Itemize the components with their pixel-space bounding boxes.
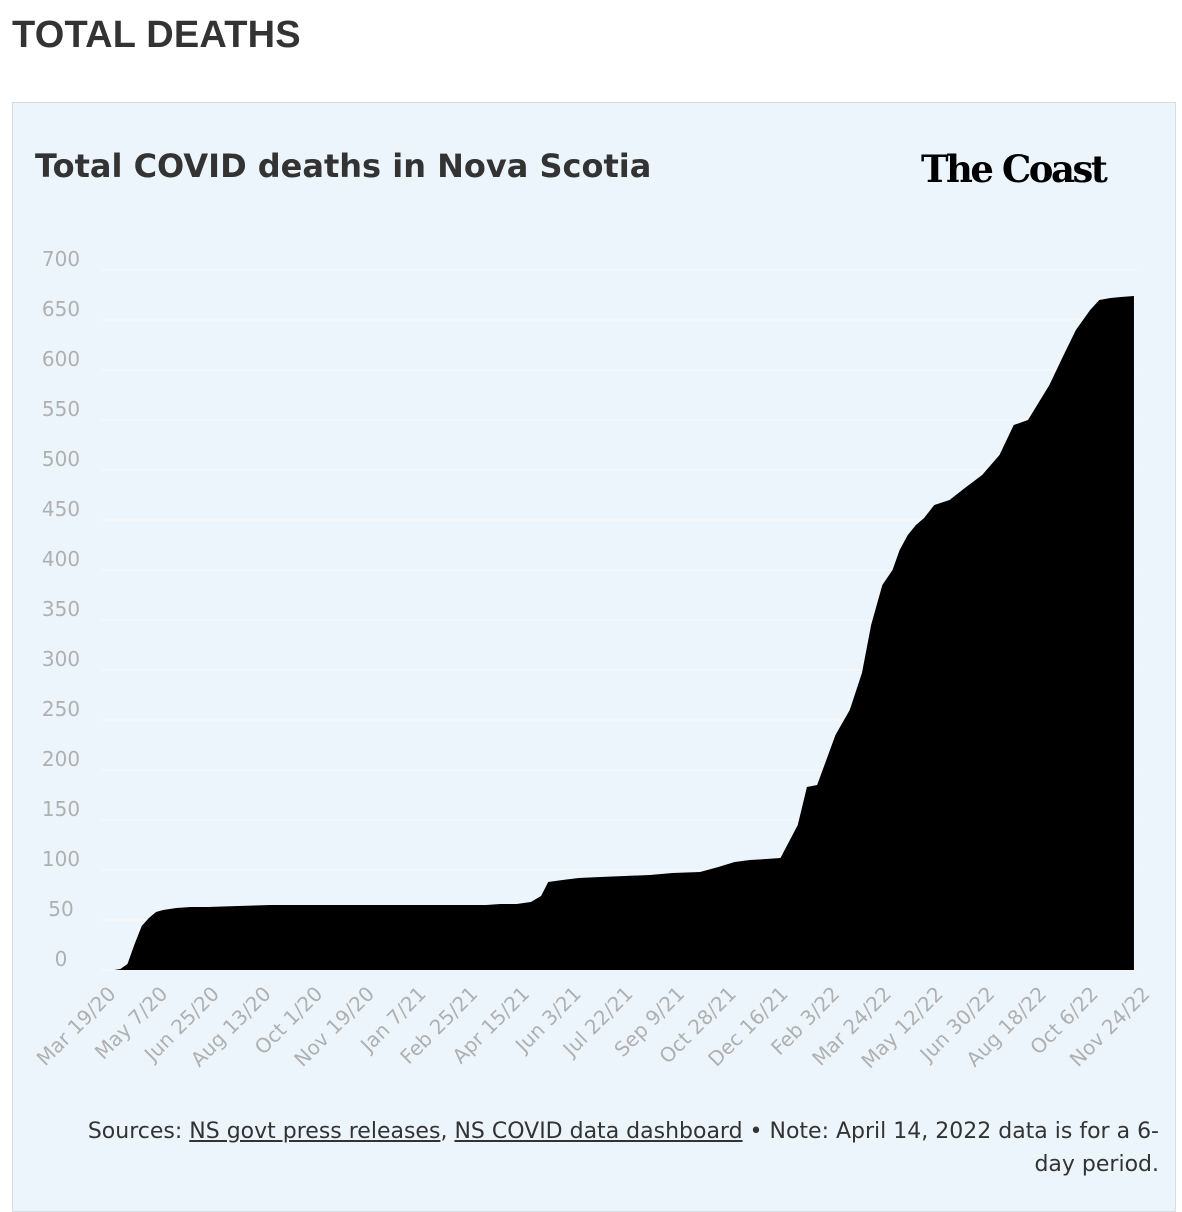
- area-chart: 0 50 100 150 200 250 300 350 400 450 500 550 600 650 7…: [32, 247, 1155, 1073]
- y-tick-label: 50: [48, 897, 73, 921]
- section-heading: TOTAL DEATHS: [12, 14, 301, 56]
- y-tick-label: 250: [42, 697, 80, 721]
- y-tick-label: 650: [42, 297, 80, 321]
- sources-note-text: • Note: April 14, 2022 data is for a 6-d…: [742, 1119, 1159, 1177]
- y-tick-label: 300: [42, 647, 80, 671]
- area-series-fill: [101, 296, 1134, 970]
- chart-title: Total COVID deaths in Nova Scotia: [35, 147, 652, 185]
- y-tick-label: 700: [42, 247, 80, 271]
- sources-separator: ,: [440, 1119, 455, 1144]
- y-tick-label: 500: [42, 447, 80, 471]
- y-axis-ticks: 0 50 100 150 200 250 300 350 400 450 500 550 600 650 7…: [42, 247, 80, 971]
- area-series: [101, 296, 1134, 970]
- chart-card: Total COVID deaths in Nova Scotia The Co…: [12, 102, 1176, 1212]
- y-tick-label: 400: [42, 547, 80, 571]
- y-tick-label: 600: [42, 347, 80, 371]
- y-tick-label: 350: [42, 597, 80, 621]
- y-tick-label: 550: [42, 397, 80, 421]
- y-tick-label: 150: [42, 797, 80, 821]
- sources-note: Sources: NS govt press releases, NS COVI…: [73, 1115, 1159, 1181]
- ns-govt-press-releases-link[interactable]: NS govt press releases: [189, 1119, 441, 1144]
- the-coast-logo: The Coast: [921, 147, 1108, 191]
- y-tick-label: 200: [42, 747, 80, 771]
- sources-prefix: Sources:: [87, 1119, 190, 1144]
- y-tick-label: 0: [55, 947, 68, 971]
- y-tick-label: 100: [42, 847, 80, 871]
- ns-covid-dashboard-link[interactable]: NS COVID data dashboard: [454, 1119, 743, 1144]
- y-tick-label: 450: [42, 497, 80, 521]
